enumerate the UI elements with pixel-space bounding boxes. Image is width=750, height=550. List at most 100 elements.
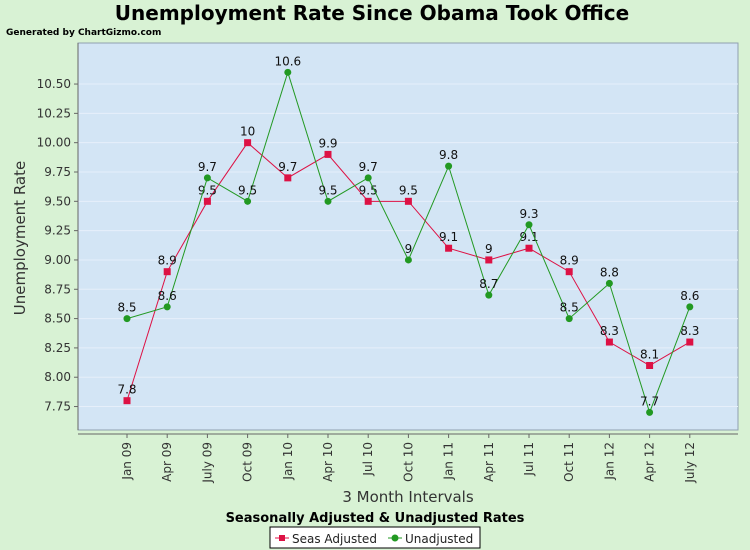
legend-label-unadjusted: Unadjusted [405, 532, 473, 546]
data-label-unadjusted: 9.3 [519, 207, 538, 221]
x-tick-label: Jul 11 [522, 442, 536, 477]
data-label-seas-adjusted: 8.9 [158, 254, 177, 268]
data-point-seas-adjusted [485, 256, 493, 264]
legend-box [269, 526, 481, 549]
x-tick-label: Jan 09 [120, 442, 134, 481]
legend-label-seas-adjusted: Seas Adjusted [292, 532, 377, 546]
data-point-seas-adjusted [123, 397, 131, 405]
data-point-unadjusted [163, 303, 171, 311]
data-label-seas-adjusted: 10 [240, 125, 255, 139]
data-label-seas-adjusted: 9.7 [278, 160, 297, 174]
data-label-unadjusted: 9.5 [238, 183, 257, 197]
data-label-unadjusted: 8.7 [479, 277, 498, 291]
y-tick-label: 10.50 [37, 77, 71, 91]
y-tick-label: 8.25 [44, 341, 71, 355]
data-label-seas-adjusted: 9.5 [399, 183, 418, 197]
x-tick-label: Jan 12 [602, 442, 616, 481]
data-label-seas-adjusted: 9.9 [318, 136, 337, 150]
data-label-unadjusted: 8.8 [600, 265, 619, 279]
data-label-unadjusted: 7.7 [640, 394, 659, 408]
data-label-unadjusted: 9 [405, 242, 413, 256]
chart-subtitle: Seasonally Adjusted & Unadjusted Rates [226, 511, 525, 526]
data-point-seas-adjusted [565, 268, 573, 276]
data-label-seas-adjusted: 7.8 [117, 383, 136, 397]
data-label-unadjusted: 8.6 [158, 289, 177, 303]
data-point-seas-adjusted [244, 139, 252, 147]
x-tick-label: Jan 11 [442, 442, 456, 481]
x-tick-label: Oct 09 [241, 442, 255, 482]
data-label-seas-adjusted: 8.1 [640, 348, 659, 362]
legend-item-unadjusted: Unadjusted [388, 532, 473, 546]
data-point-unadjusted [123, 315, 131, 323]
data-point-seas-adjusted [646, 362, 654, 369]
data-point-unadjusted [565, 315, 573, 323]
data-label-unadjusted: 8.5 [117, 301, 136, 315]
x-tick-label: Oct 11 [562, 442, 576, 482]
data-label-unadjusted: 9.7 [359, 160, 378, 174]
data-label-unadjusted: 8.6 [680, 289, 699, 303]
data-point-seas-adjusted [525, 244, 533, 252]
x-tick-label: Apr 11 [482, 442, 496, 482]
data-point-seas-adjusted [404, 197, 412, 205]
credit-text: Generated by ChartGizmo.com [6, 28, 161, 38]
y-tick-label: 9.00 [44, 253, 71, 267]
y-axis-label: Unemployment Rate [11, 161, 29, 315]
data-point-unadjusted [605, 279, 613, 287]
x-tick-label: Apr 09 [160, 442, 174, 482]
plot-area [77, 42, 739, 431]
x-tick-label: July 09 [200, 442, 214, 484]
y-tick-label: 9.50 [44, 194, 71, 208]
data-point-seas-adjusted [605, 338, 613, 346]
legend: Seas Adjusted Unadjusted [269, 526, 481, 549]
series-unadjusted: 8.5 8.6 9.7 9.5 10.6 9.5 9.7 9 9.8 8.7 9.3 8.5 8.8 7.… [117, 54, 699, 416]
legend-item-seas-adjusted: Seas Adjusted [275, 532, 377, 546]
y-tick-label: 8.00 [44, 370, 71, 384]
data-label-seas-adjusted: 9.5 [359, 183, 378, 197]
chart-title: Unemployment Rate Since Obama Took Offic… [115, 1, 629, 25]
data-label-seas-adjusted: 8.3 [600, 324, 619, 338]
data-point-seas-adjusted [324, 150, 332, 158]
data-label-seas-adjusted: 9.5 [198, 183, 217, 197]
data-label-unadjusted: 10.6 [274, 54, 301, 68]
data-point-seas-adjusted [686, 338, 694, 346]
data-point-seas-adjusted [163, 268, 171, 276]
data-label-unadjusted: 9.5 [318, 183, 337, 197]
data-point-unadjusted [485, 291, 493, 299]
data-label-unadjusted: 9.8 [439, 148, 458, 162]
data-label-unadjusted: 8.5 [560, 301, 579, 315]
data-point-unadjusted [525, 221, 533, 229]
data-label-seas-adjusted: 9.1 [439, 230, 458, 244]
data-label-seas-adjusted: 8.3 [680, 324, 699, 338]
y-tick-label: 8.75 [44, 282, 71, 296]
data-point-unadjusted [284, 68, 292, 76]
x-tick-label: Oct 10 [401, 442, 415, 482]
y-tick-label: 10.00 [37, 136, 71, 150]
data-point-unadjusted [364, 174, 372, 182]
x-axis-ticks: Jan 09 Apr 09 July 09 Oct 09 Jan 10 Apr 10 Jul… [120, 434, 697, 484]
y-tick-label: 9.75 [44, 165, 71, 179]
x-tick-label: Jan 10 [281, 442, 295, 481]
data-point-unadjusted [324, 197, 332, 205]
data-point-seas-adjusted [203, 197, 211, 205]
y-axis-ticks: 7.75 8.00 8.25 8.50 8.75 9.00 9.25 9.50 9.75 10.0… [37, 77, 78, 414]
data-point-unadjusted [203, 174, 211, 182]
x-tick-label: Jul 10 [361, 442, 375, 477]
x-tick-label: July 12 [683, 442, 697, 484]
y-tick-label: 10.25 [37, 106, 71, 120]
data-point-unadjusted [244, 197, 252, 205]
y-tick-label: 9.25 [44, 224, 71, 238]
legend-marker-seas-adjusted [279, 535, 285, 541]
x-tick-label: Apr 10 [321, 442, 335, 482]
data-label-unadjusted: 9.7 [198, 160, 217, 174]
data-point-unadjusted [404, 256, 412, 264]
data-point-seas-adjusted [364, 197, 372, 205]
data-label-seas-adjusted: 8.9 [560, 254, 579, 268]
data-point-seas-adjusted [445, 244, 453, 252]
data-point-unadjusted [646, 408, 654, 416]
x-axis-label: 3 Month Intervals [342, 488, 474, 506]
x-tick-label: Apr 12 [643, 442, 657, 482]
data-point-unadjusted [445, 162, 453, 170]
